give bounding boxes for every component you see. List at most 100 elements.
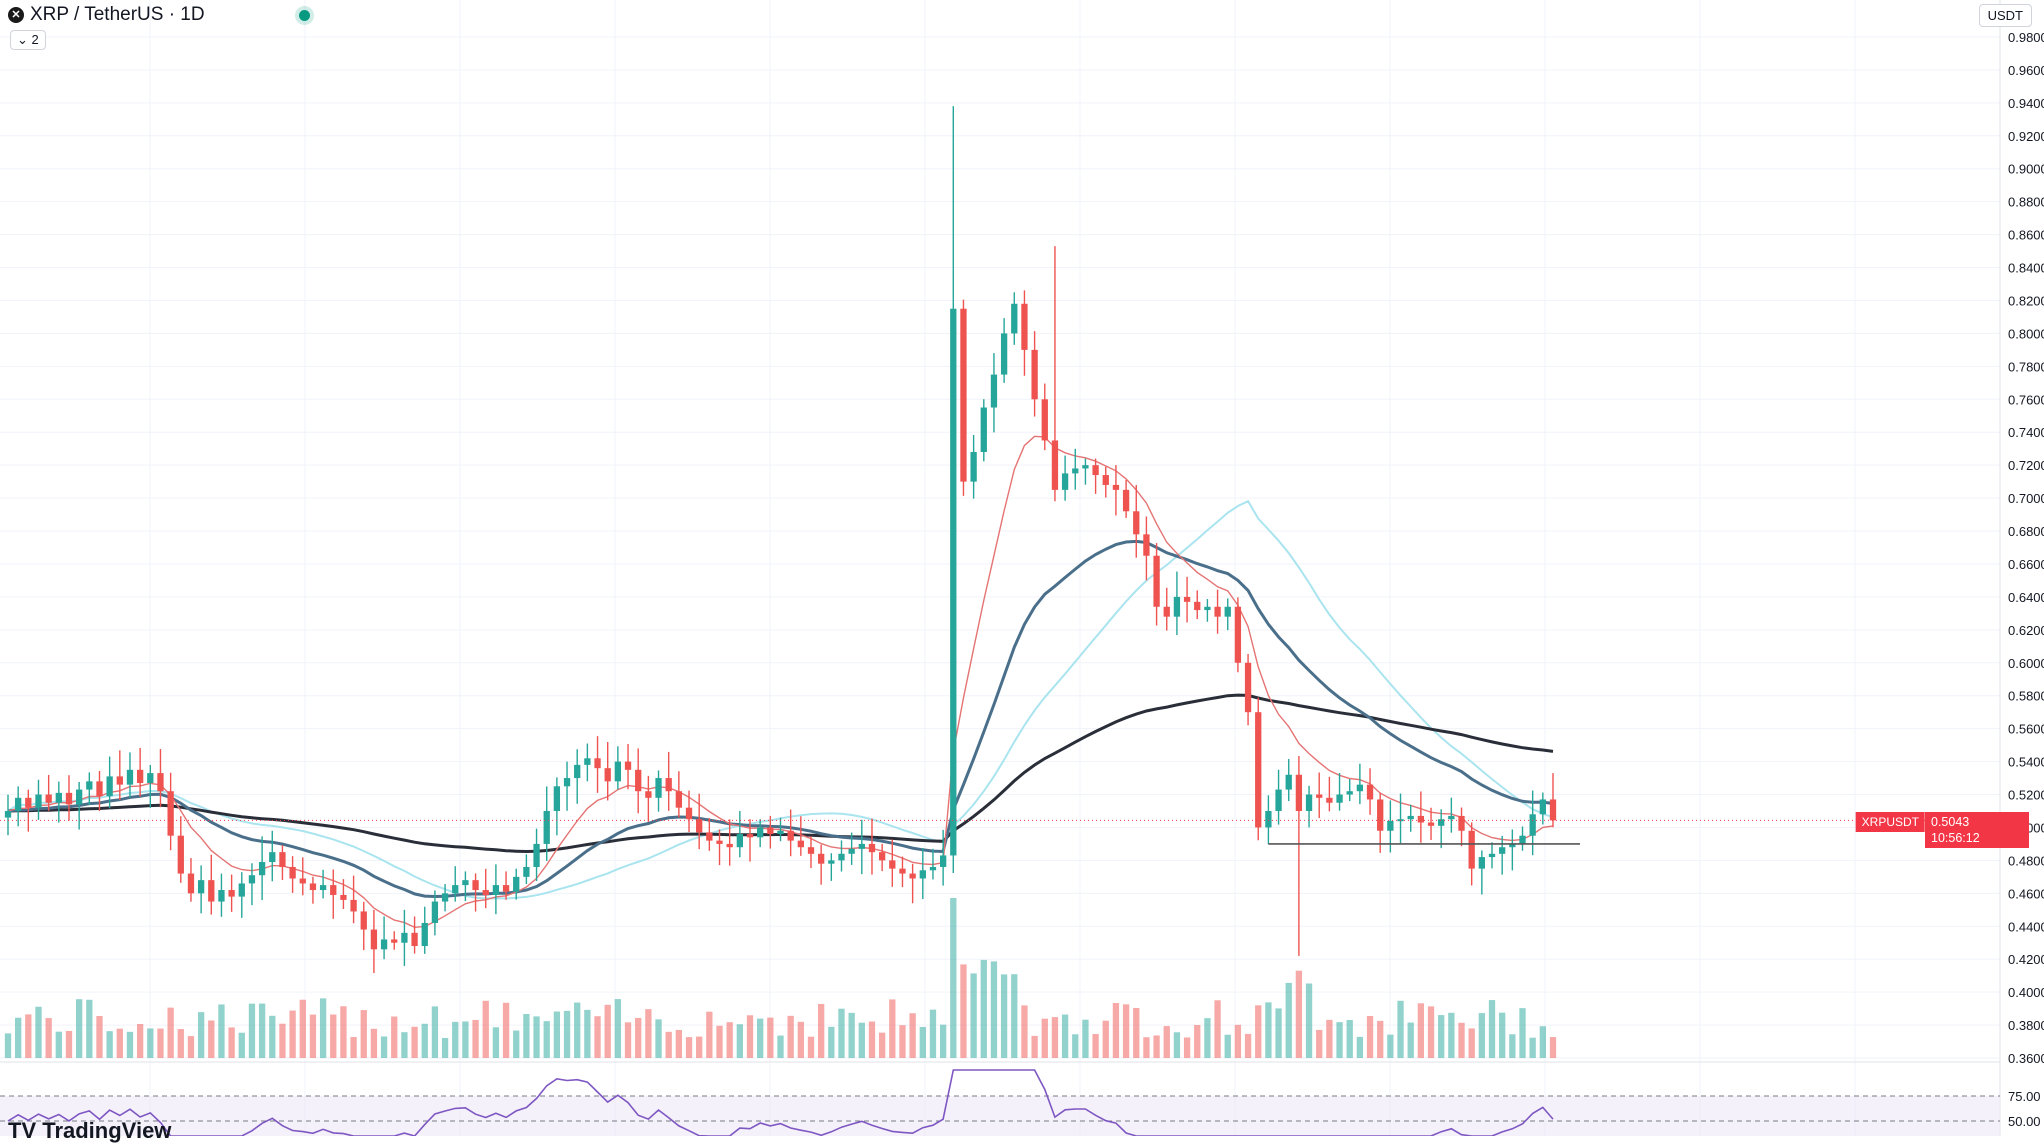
price-axis[interactable]: 0.9800 0.9600 0.9400 0.9200 0.9000 0.8800 0.86… <box>1999 0 2044 1136</box>
volume-bar <box>858 1022 865 1058</box>
volume-bar <box>594 1016 601 1058</box>
volume-bar <box>929 1009 937 1058</box>
volume-bar <box>584 1009 591 1058</box>
volume-bar <box>1427 1006 1435 1058</box>
volume-bar <box>1143 1037 1150 1058</box>
volume-bar <box>1061 1014 1069 1058</box>
y-tick-label: 0.7600 <box>2008 392 2044 407</box>
y-tick-label: 0.6600 <box>2008 557 2044 572</box>
y-tick-label: 0.8000 <box>2008 326 2044 341</box>
volume-bar <box>960 964 967 1058</box>
volume-bar <box>1407 1022 1414 1058</box>
volume-bar <box>197 1012 205 1058</box>
volume-bar <box>65 1030 73 1058</box>
candle-body <box>878 852 886 861</box>
volume-bar <box>746 1015 754 1058</box>
volume-bar <box>187 1036 195 1058</box>
volume-bar <box>421 1023 428 1058</box>
candle-body <box>15 797 22 811</box>
currency-selector[interactable]: USDT <box>1978 4 2032 27</box>
volume-bar <box>319 998 327 1058</box>
candle-body <box>1021 303 1028 350</box>
volume-bar <box>452 1021 459 1058</box>
candle-body <box>208 880 215 902</box>
volume-bar <box>726 1022 733 1058</box>
volume-bar <box>1255 1005 1262 1058</box>
symbol-title[interactable]: XRP / TetherUS · 1D <box>30 4 205 25</box>
candle-body <box>350 899 357 912</box>
candle-body <box>1316 794 1323 798</box>
tradingview-watermark: TV TradingView <box>8 1118 172 1143</box>
volume-bar <box>624 1022 632 1058</box>
volume-bar <box>706 1011 713 1058</box>
candle-body <box>218 890 225 902</box>
volume-bar <box>807 1036 815 1058</box>
candle-body <box>553 786 561 811</box>
volume-bar <box>76 999 83 1058</box>
candle-body <box>502 885 510 892</box>
candle-body <box>370 929 378 950</box>
candle-body <box>1387 820 1394 831</box>
volume-bar <box>655 1019 662 1058</box>
volume-bar <box>553 1011 561 1058</box>
volume-bar <box>208 1020 215 1058</box>
candle-body <box>767 827 774 835</box>
y-tick-label: 0.7000 <box>2008 491 2044 506</box>
candle-body <box>889 860 896 869</box>
candle-body <box>1549 799 1557 821</box>
y-tick-label: 0.9800 <box>2008 30 2044 45</box>
candle-body <box>167 791 174 836</box>
volume-bar <box>1072 1034 1079 1058</box>
candle-body <box>1244 662 1252 713</box>
volume-bar <box>1092 1034 1099 1058</box>
volume-bar <box>757 1018 764 1058</box>
candle-body <box>655 778 662 798</box>
candle-body <box>1468 830 1475 869</box>
candle-body <box>757 827 764 838</box>
candlesticks <box>4 106 1557 974</box>
volume-bar <box>340 1006 347 1058</box>
candle-body <box>1458 815 1465 831</box>
candle-body <box>1173 596 1181 617</box>
volume-bar <box>1326 1019 1333 1058</box>
volume-bar <box>289 1010 296 1058</box>
volume-bar <box>1082 1019 1089 1058</box>
volume-bar <box>533 1016 540 1058</box>
candle-body <box>1305 794 1313 811</box>
volume-bar <box>1021 1005 1028 1058</box>
symbol-header[interactable]: ✕ XRP / TetherUS · 1D <box>8 4 310 26</box>
candle-body <box>187 873 195 894</box>
candle-body <box>411 932 418 947</box>
volume-bar <box>279 1023 286 1058</box>
candle-body <box>787 830 794 841</box>
volume-bar <box>136 1023 144 1058</box>
candle-body <box>777 830 784 835</box>
volume-bar <box>1316 1029 1323 1058</box>
volume-bar <box>665 1031 672 1058</box>
candle-body <box>1265 810 1272 828</box>
candle-body <box>1183 596 1191 602</box>
volume-bar <box>167 1007 174 1058</box>
volume-bar <box>990 961 998 1058</box>
y-tick-label: 0.9200 <box>2008 129 2044 144</box>
candle-body <box>492 885 500 895</box>
volume-bar <box>228 1027 235 1058</box>
candle-body <box>472 880 479 891</box>
candle-body <box>807 847 815 854</box>
volume-bar <box>1519 1008 1526 1058</box>
indicator-collapse-button[interactable]: ⌄ 2 <box>10 30 46 50</box>
candle-body <box>858 843 865 849</box>
volume-bar <box>838 1008 845 1058</box>
volume-bar <box>1285 982 1292 1058</box>
candle-body <box>25 797 32 808</box>
candle-body <box>1214 606 1221 617</box>
last-price-value: 0.5043 <box>1931 815 1970 829</box>
candle-body <box>563 778 571 787</box>
volume-bar <box>939 1024 947 1058</box>
volume-bar <box>828 1026 835 1058</box>
volume-bar <box>177 1029 184 1058</box>
candle-body <box>574 764 581 779</box>
symbol-price-tag: XRPUSDT <box>1855 812 1925 832</box>
y-tick-label: 0.8600 <box>2008 228 2044 243</box>
